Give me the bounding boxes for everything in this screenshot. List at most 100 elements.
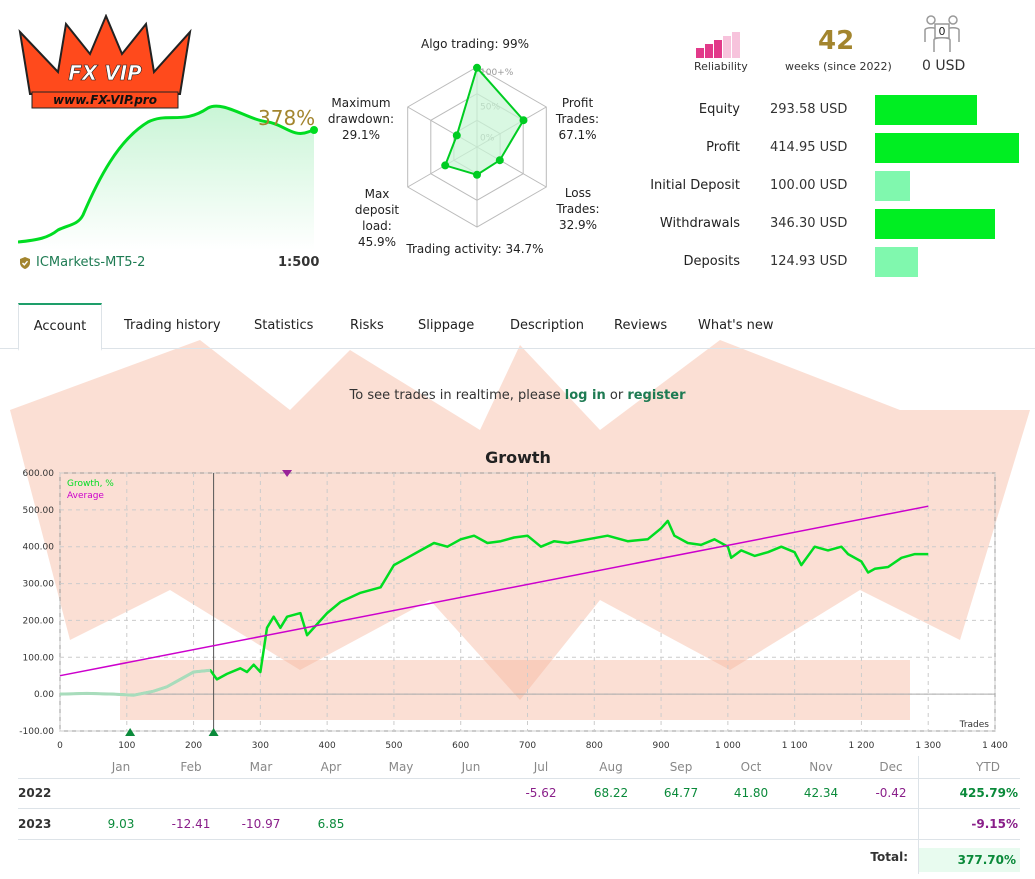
month-header: Dec	[879, 760, 903, 774]
tab-description[interactable]: Description	[510, 318, 585, 333]
radar-axis-label: Maximum drawdown: 29.1%	[322, 95, 400, 143]
radar-axis-label: Max deposit load: 45.9%	[340, 186, 414, 250]
ytd-header: YTD	[976, 760, 1000, 774]
month-value: 68.22	[593, 786, 629, 800]
radar-axis-label-line: Trades:	[555, 112, 600, 126]
stat-value: 100.00 USD	[770, 178, 848, 193]
radar-axis-label-line: Algo trading: 99%	[420, 37, 529, 51]
x-axis-label: Trades	[959, 720, 990, 730]
x-tick-label: 700	[519, 741, 536, 751]
month-value: -5.62	[525, 786, 557, 800]
register-link[interactable]: register	[627, 388, 686, 403]
y-tick-label: -100.00	[19, 727, 54, 737]
broker-name[interactable]: ICMarkets-MT5-2	[36, 255, 146, 270]
subscribers-count: 0	[939, 25, 946, 38]
chart-title: Growth	[485, 448, 551, 467]
radar-axis-label-line: Trades:	[556, 202, 600, 216]
broker-link[interactable]: ICMarkets-MT5-2	[18, 255, 145, 270]
subscribers-funds: 0 USD	[922, 58, 966, 74]
x-tick-label: 600	[452, 741, 469, 751]
row-divider	[18, 808, 1020, 809]
total-row: Total: 377.70%	[18, 848, 1020, 872]
growth-percent: 378%	[258, 106, 316, 130]
year-label: 2023	[18, 817, 52, 831]
month-value: 42.34	[803, 786, 839, 800]
radar-area	[443, 65, 525, 176]
stat-label: Initial Deposit	[650, 178, 740, 193]
mini-growth-chart	[18, 104, 318, 250]
radar-axis-label-line: Trading activity: 34.7%	[406, 242, 544, 256]
radar-axis-label: Profit Trades: 67.1%	[545, 95, 610, 143]
tab-trading-history[interactable]: Trading history	[124, 318, 221, 333]
logo-letters: FX VIP	[68, 61, 142, 85]
series-line-average	[59, 505, 929, 677]
shield-icon	[20, 256, 30, 269]
month-value: 9.03	[107, 817, 135, 831]
table-header-row: Jan Feb Mar Apr May Jun Jul Aug Sep Oct Nov Dec YTD	[18, 756, 1020, 778]
month-value: -12.41	[171, 817, 211, 831]
stat-bar	[875, 171, 910, 201]
weeks-count: 42	[818, 26, 855, 56]
stat-value: 414.95 USD	[770, 140, 848, 155]
bottom-marker	[125, 728, 136, 736]
year-label: 2022	[18, 786, 52, 800]
month-header: Nov	[809, 760, 833, 774]
radar-axis-label: Trading activity: 34.7%	[400, 241, 550, 257]
stat-value: 293.58 USD	[770, 102, 848, 117]
weeks-label: weeks (since 2022)	[785, 60, 892, 73]
tab-what-s-new[interactable]: What's new	[698, 318, 774, 333]
tab-slippage[interactable]: Slippage	[418, 318, 475, 333]
stat-label: Equity	[698, 102, 740, 117]
month-header: May	[388, 760, 414, 774]
radar-point	[441, 161, 450, 170]
series-line-early-period	[59, 668, 211, 697]
radar-tick-label: 100+%	[480, 68, 514, 78]
x-tick-label: 100	[118, 741, 135, 751]
x-tick-label: 900	[652, 741, 669, 751]
stat-label: Deposits	[683, 254, 740, 269]
top-marker	[282, 470, 293, 477]
logo-site: www.FX-VIP.pro	[53, 93, 157, 107]
month-value: 41.80	[733, 786, 769, 800]
x-tick-label: 1 300	[915, 741, 941, 751]
month-header: Apr	[320, 760, 342, 774]
radar-point	[473, 63, 481, 72]
radar-axis-label-line: drawdown:	[327, 112, 395, 126]
radar-axis-label: Loss Trades: 32.9%	[548, 185, 608, 233]
row-divider	[18, 839, 1020, 840]
tab-reviews[interactable]: Reviews	[614, 318, 668, 333]
radar-chart: 100+%50%0%	[407, 63, 547, 228]
realtime-notice: To see trades in realtime, please log in…	[0, 388, 1035, 403]
bottom-marker	[208, 728, 219, 736]
tab-risks[interactable]: Risks	[350, 318, 384, 333]
radar-point	[495, 156, 504, 165]
y-tick-label: 600.00	[23, 469, 55, 479]
month-value: 6.85	[317, 817, 345, 831]
stat-label: Withdrawals	[659, 216, 740, 231]
x-tick-label: 1 400	[982, 741, 1008, 751]
y-tick-label: 200.00	[23, 616, 55, 626]
y-tick-label: 100.00	[23, 653, 55, 663]
x-tick-label: 800	[586, 741, 603, 751]
radar-axis-label-line: 29.1%	[341, 128, 381, 142]
legend-entry: Growth, %	[67, 479, 114, 489]
login-link[interactable]: log in	[564, 388, 606, 403]
month-header: Jul	[533, 760, 549, 774]
month-value: -0.42	[875, 786, 907, 800]
y-tick-label: 500.00	[23, 506, 55, 516]
radar-point	[452, 131, 461, 140]
radar-point	[519, 116, 528, 125]
total-value: 377.70%	[919, 848, 1020, 872]
growth-chart: Growth -100.00 0.00 100.00 200.00 300.00 400.0…	[19, 448, 1008, 751]
x-tick-label: 0	[57, 741, 63, 751]
stat-label: Profit	[706, 140, 740, 155]
radar-axis-label-line: 45.9%	[357, 235, 397, 249]
month-value: 64.77	[663, 786, 699, 800]
tab-account[interactable]: Account	[18, 303, 102, 351]
table-row: 2023 9.03 -12.41 -10.97 6.85 -9.15%	[18, 817, 1020, 839]
brand-logo: www.FX-VIP.pro FX VIP	[18, 14, 192, 109]
realtime-or: or	[609, 388, 624, 403]
tab-statistics[interactable]: Statistics	[254, 318, 314, 333]
stat-bar	[875, 95, 977, 125]
realtime-prefix: To see trades in realtime, please	[349, 388, 561, 403]
